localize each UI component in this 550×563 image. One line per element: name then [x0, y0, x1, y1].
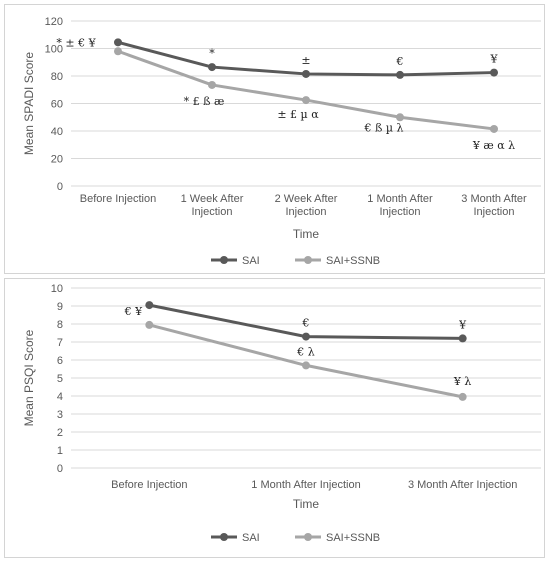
- x-tick-label: 3 Month After Injection: [408, 479, 517, 491]
- data-point: [302, 361, 310, 370]
- legend-label: SAI: [242, 532, 260, 544]
- data-point: [396, 113, 404, 122]
- data-point: [302, 96, 310, 105]
- significance-annotation: € λ: [296, 345, 314, 358]
- legend-label: SAI+SSNB: [326, 255, 380, 267]
- y-tick-label: 2: [57, 427, 63, 439]
- y-tick-label: 7: [57, 337, 63, 349]
- y-tick-label: 0: [57, 463, 63, 475]
- data-point: [490, 68, 498, 77]
- x-tick-label: Before Injection: [80, 193, 156, 205]
- y-tick-label: 3: [57, 409, 63, 421]
- y-tick-label: 4: [57, 391, 63, 403]
- legend-marker: [220, 256, 228, 264]
- data-point: [458, 334, 467, 343]
- x-axis-title: Time: [293, 227, 320, 241]
- y-tick-label: 10: [51, 283, 63, 295]
- y-tick-label: 9: [57, 301, 63, 313]
- x-tick-label: 3 Month After Injection: [461, 193, 527, 218]
- data-point: [302, 69, 310, 78]
- spadi-chart-panel: 0 20 40 60 80 100 120 Before Injection 1 Week Af…: [4, 4, 545, 274]
- y-tick-label: 40: [51, 126, 63, 138]
- legend-marker: [304, 256, 312, 264]
- significance-annotation: ¥: [490, 53, 499, 66]
- psqi-chart-panel: 0 1 2 3 4 5 6 7 8 9 10 Before Injection 1 Month Afte…: [4, 278, 545, 558]
- y-tick-label: 1: [57, 445, 63, 457]
- data-point: [114, 38, 122, 47]
- y-tick-label: 0: [57, 181, 63, 193]
- significance-annotation: € ¥: [124, 305, 143, 318]
- y-tick-label: 120: [45, 16, 63, 28]
- y-tick-label: 20: [51, 154, 63, 166]
- significance-annotation: * ± € ¥: [56, 36, 96, 49]
- x-tick-label: 2 Week After Injection: [275, 193, 338, 218]
- legend-label: SAI: [242, 255, 260, 267]
- x-axis-title: Time: [293, 497, 320, 511]
- y-tick-label: 60: [51, 99, 63, 111]
- data-point: [396, 70, 404, 79]
- significance-annotation: €: [396, 55, 404, 68]
- significance-annotation: ¥: [458, 318, 467, 331]
- data-point: [208, 63, 216, 72]
- y-axis-title: Mean SPADI Score: [22, 52, 36, 155]
- y-tick-label: 80: [51, 71, 63, 83]
- x-tick-label: 1 Month After Injection: [367, 193, 433, 218]
- significance-annotation: * £ ß æ: [184, 95, 225, 108]
- data-point: [490, 124, 498, 133]
- psqi-line-chart: 0 1 2 3 4 5 6 7 8 9 10 Before Injection 1 Month Afte…: [22, 283, 541, 544]
- significance-annotation: €: [302, 317, 310, 330]
- x-tick-label: 1 Week After Injection: [181, 193, 244, 218]
- y-tick-label: 100: [45, 44, 63, 56]
- legend-label: SAI+SSNB: [326, 532, 380, 544]
- legend-marker: [304, 533, 312, 541]
- y-axis-title: Mean PSQI Score: [22, 329, 36, 426]
- y-tick-label: 5: [57, 373, 63, 385]
- y-tick-label: 6: [57, 355, 63, 367]
- significance-annotation: € ß µ λ: [364, 121, 404, 134]
- significance-annotation: ± £ µ α: [277, 108, 319, 121]
- data-point: [145, 301, 154, 310]
- y-tick-label: 8: [57, 319, 63, 331]
- significance-annotation: ¥ λ: [453, 375, 471, 388]
- data-point: [302, 332, 310, 341]
- x-tick-label: 1 Month After Injection: [251, 479, 360, 491]
- data-point: [114, 47, 122, 56]
- spadi-line-chart: 0 20 40 60 80 100 120 Before Injection 1 Week Af…: [22, 16, 541, 267]
- data-point: [145, 320, 154, 329]
- significance-annotation: ¥ æ α λ: [472, 139, 515, 152]
- significance-annotation: ±: [301, 54, 310, 67]
- x-tick-label: Before Injection: [111, 479, 187, 491]
- data-point: [458, 392, 467, 401]
- data-point: [208, 80, 216, 89]
- legend-marker: [220, 533, 228, 541]
- significance-annotation: *: [209, 47, 215, 60]
